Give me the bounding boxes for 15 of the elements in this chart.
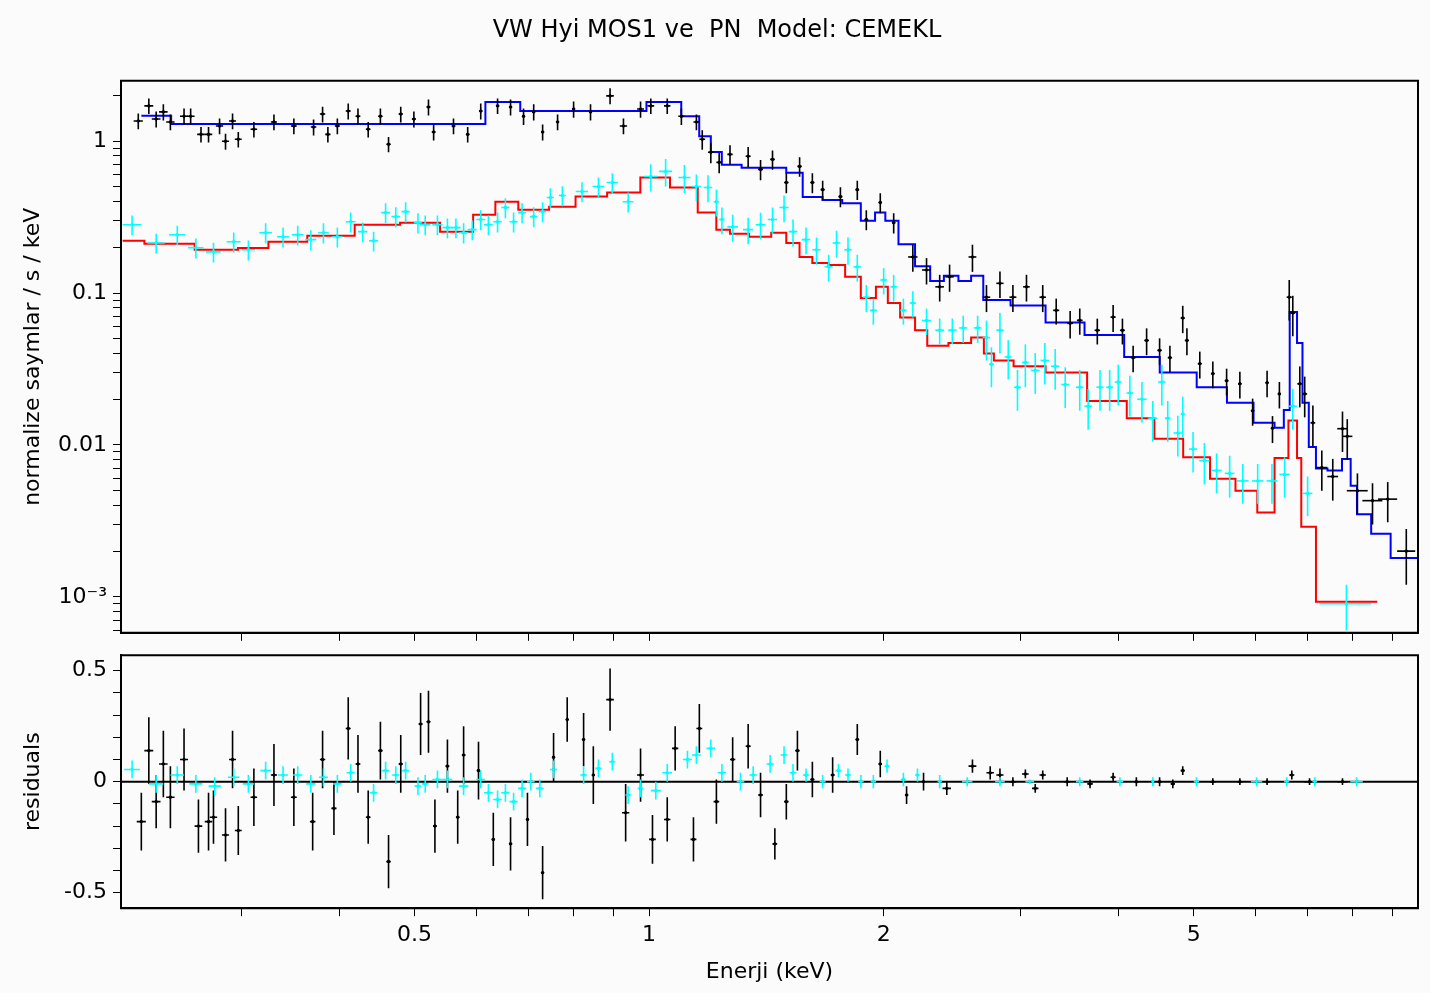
- y-tick-label: 0: [93, 767, 107, 793]
- chart-title: VW Hyi MOS1 ve PN Model: CEMEKL: [492, 14, 942, 43]
- x-axis-title: Enerji (keV): [705, 957, 834, 983]
- y-axis-title: normalize saymlar / s / keV: [18, 207, 44, 506]
- x-tick-label: 5: [1186, 921, 1201, 947]
- y-tick-label: 0.1: [72, 278, 107, 304]
- x-tick-label: 2: [876, 921, 891, 947]
- y-tick-label: 1: [93, 126, 107, 152]
- x-tick-label: 0.5: [397, 921, 433, 947]
- y-axis-title: residuals: [18, 732, 44, 832]
- y-tick-label: -0.5: [64, 878, 107, 904]
- y-tick-label: 0.5: [72, 656, 107, 682]
- x-tick-label: 1: [642, 921, 657, 947]
- y-tick-label: 10⁻³: [58, 582, 107, 608]
- y-tick-label: 0.01: [58, 430, 107, 456]
